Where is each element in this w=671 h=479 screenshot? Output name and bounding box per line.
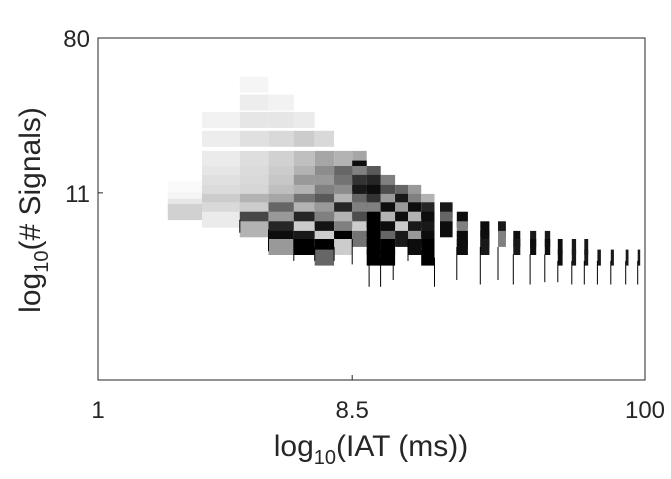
heatmap-cell <box>513 230 521 247</box>
x-axis-label-subscript: 10 <box>314 447 336 469</box>
heatmap-cell <box>530 239 537 255</box>
heatmap-cell <box>571 249 577 266</box>
x-axis-label: log10(IAT (ms)) <box>274 430 468 469</box>
heatmap-whiskers <box>239 219 639 287</box>
heatmap-cell <box>513 239 521 255</box>
heatmap-cell <box>610 249 614 266</box>
heatmap-cell <box>408 239 422 255</box>
axis-ticks: 1 8.5 100 11 80 <box>63 26 665 424</box>
heatmap-cell <box>334 239 353 255</box>
heatmap-cell <box>202 130 240 147</box>
x-tick-label: 1 <box>91 397 104 424</box>
heatmap-cell <box>314 130 335 147</box>
heatmap-cell <box>498 230 506 247</box>
heatmap-cell <box>597 249 601 266</box>
heatmap-cell <box>239 76 269 93</box>
heatmap-cell <box>395 230 408 247</box>
heatmap-cell <box>637 249 641 266</box>
heatmap-cell <box>440 221 453 238</box>
heatmap-cell <box>584 239 589 255</box>
y-axis-label-main: log <box>14 273 47 313</box>
heatmap-cell <box>202 111 240 128</box>
heatmap-cell <box>352 230 367 247</box>
y-axis-label-rest: (# Signals) <box>14 107 47 250</box>
plot-frame <box>97 37 646 381</box>
y-axis-label: log10(# Signals) <box>14 107 53 313</box>
heatmap-cell <box>421 249 435 266</box>
heatmap-cell <box>268 130 294 147</box>
x-tick-label: 100 <box>625 397 665 424</box>
heatmap-cell <box>268 94 294 111</box>
heatmap-cell <box>480 239 490 255</box>
heatmap-cell <box>456 221 468 238</box>
heatmap-cell <box>314 150 335 167</box>
heatmap-cell <box>167 204 202 221</box>
x-axis-label-rest: (IAT (ms)) <box>336 430 468 463</box>
heatmap-cell <box>456 239 468 255</box>
heatmap-cell <box>557 239 563 255</box>
heatmap-cell <box>268 239 294 255</box>
y-tick-label: 80 <box>63 26 90 53</box>
heatmap-cell <box>239 130 269 147</box>
heatmap-cell <box>293 130 315 147</box>
heatmap-cell <box>480 230 490 247</box>
heatmap-cell <box>239 111 269 128</box>
heatmap-cell <box>544 230 551 247</box>
heatmap-cell <box>584 249 589 266</box>
heatmap-cell <box>571 239 577 255</box>
heatmap-cell <box>334 150 353 167</box>
heatmap-cell <box>314 249 335 266</box>
heatmap-cell <box>456 230 468 247</box>
x-axis-label-main: log <box>274 430 314 463</box>
heatmap-cell <box>239 150 269 167</box>
heatmap-cell <box>293 111 315 128</box>
heatmap-cell <box>268 150 294 167</box>
heatmap-cell <box>557 249 563 266</box>
heatmap-cell <box>456 211 468 228</box>
heatmap-cell <box>480 221 490 238</box>
y-tick-label: 11 <box>65 181 90 208</box>
heatmap-cell <box>544 239 551 255</box>
heatmap-cell <box>366 249 381 266</box>
heatmap-cell <box>293 150 315 167</box>
heatmap-cell <box>268 111 294 128</box>
y-axis-label-subscript: 10 <box>31 251 53 273</box>
heatmap-cell <box>202 211 240 228</box>
heatmap-cells <box>167 76 641 266</box>
heatmap-cell <box>239 221 269 238</box>
x-tick-label: 8.5 <box>336 397 369 424</box>
heatmap-cell <box>498 221 506 238</box>
heatmap-cell <box>625 249 629 266</box>
heatmap-cell <box>530 230 537 247</box>
heatmap-cell <box>202 150 240 167</box>
heatmap-cell <box>293 239 315 255</box>
heatmap-cell <box>380 249 396 266</box>
heatmap-cell <box>239 94 269 111</box>
